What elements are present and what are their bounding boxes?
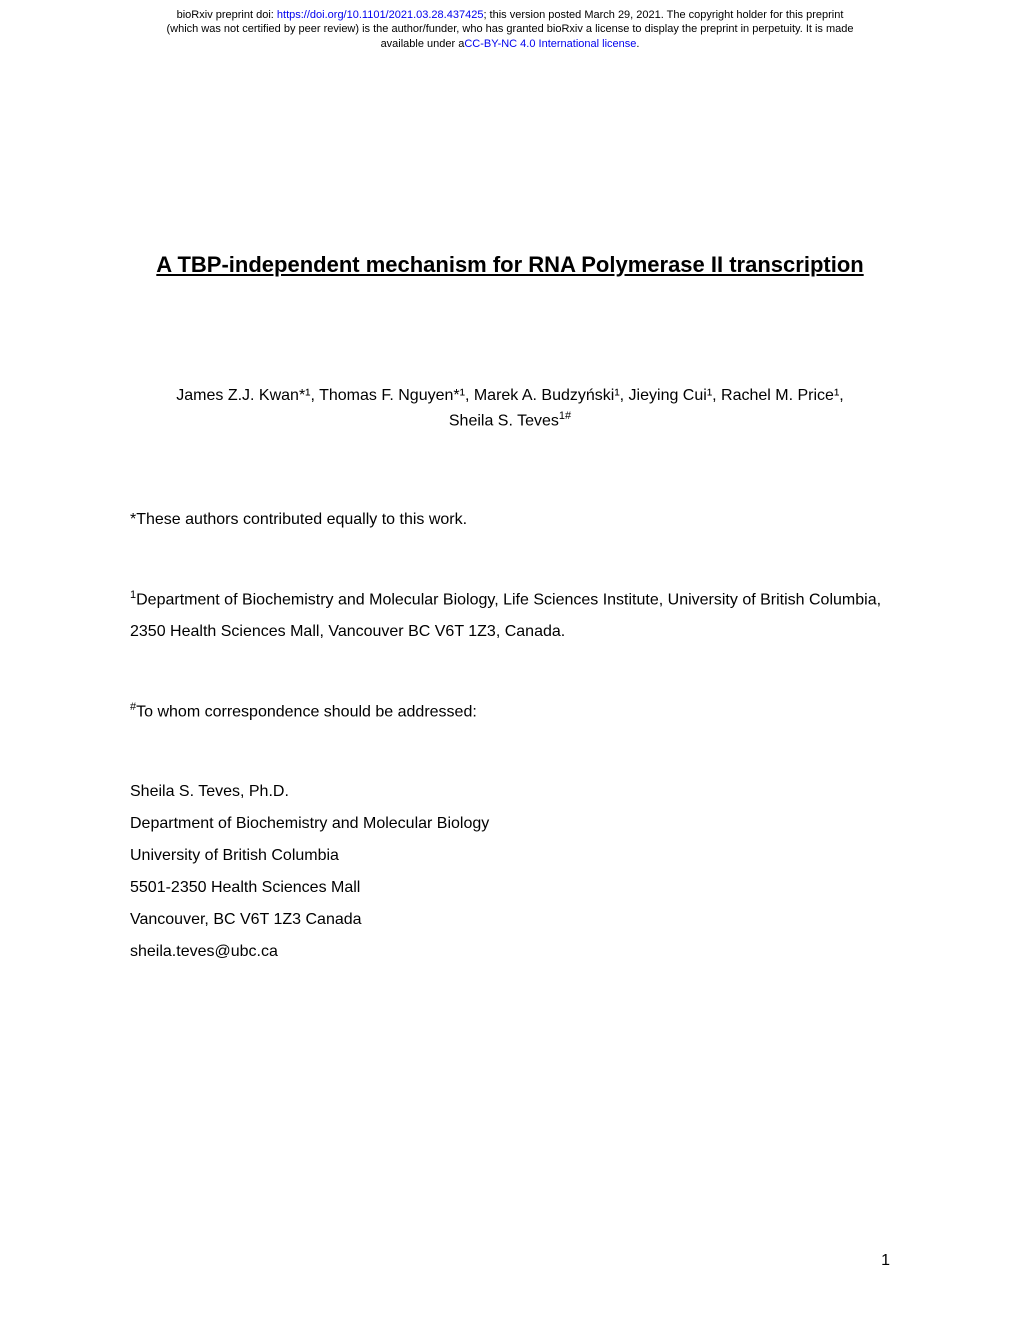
contact-university: University of British Columbia (130, 840, 890, 872)
contact-dept: Department of Biochemistry and Molecular… (130, 808, 890, 840)
header-line2: (which was not certified by peer review)… (166, 23, 853, 35)
equal-contribution-note: *These authors contributed equally to th… (130, 504, 890, 536)
header-line3-suffix: . (636, 38, 639, 50)
correspondence-label: To whom correspondence should be address… (136, 703, 477, 720)
authors-block: James Z.J. Kwan*¹, Thomas F. Nguyen*¹, M… (130, 384, 890, 433)
contact-address: 5501-2350 Health Sciences Mall (130, 872, 890, 904)
contact-block: Sheila S. Teves, Ph.D. Department of Bio… (130, 776, 890, 968)
authors-line2-name: Sheila S. Teves (449, 413, 559, 430)
correspondence-block: #To whom correspondence should be addres… (130, 696, 890, 728)
affiliation-block: 1Department of Biochemistry and Molecula… (130, 584, 890, 648)
page-content: A TBP-independent mechanism for RNA Poly… (0, 51, 1020, 969)
contact-name: Sheila S. Teves, Ph.D. (130, 776, 890, 808)
page-number: 1 (881, 1252, 890, 1270)
header-line3-prefix: available under a (381, 38, 465, 50)
authors-line1: James Z.J. Kwan*¹, Thomas F. Nguyen*¹, M… (176, 387, 843, 404)
doi-link[interactable]: https://doi.org/10.1101/2021.03.28.43742… (277, 9, 484, 21)
preprint-header: bioRxiv preprint doi: https://doi.org/10… (0, 0, 1020, 51)
header-line1-prefix: bioRxiv preprint doi: (177, 9, 277, 21)
contact-email: sheila.teves@ubc.ca (130, 936, 890, 968)
authors-line2-sup: 1# (559, 410, 571, 422)
header-line1-suffix: ; this version posted March 29, 2021. Th… (483, 9, 843, 21)
license-link[interactable]: CC-BY-NC 4.0 International license (464, 38, 636, 50)
affiliation-text: Department of Biochemistry and Molecular… (130, 591, 881, 640)
paper-title: A TBP-independent mechanism for RNA Poly… (130, 251, 890, 280)
contact-city: Vancouver, BC V6T 1Z3 Canada (130, 904, 890, 936)
